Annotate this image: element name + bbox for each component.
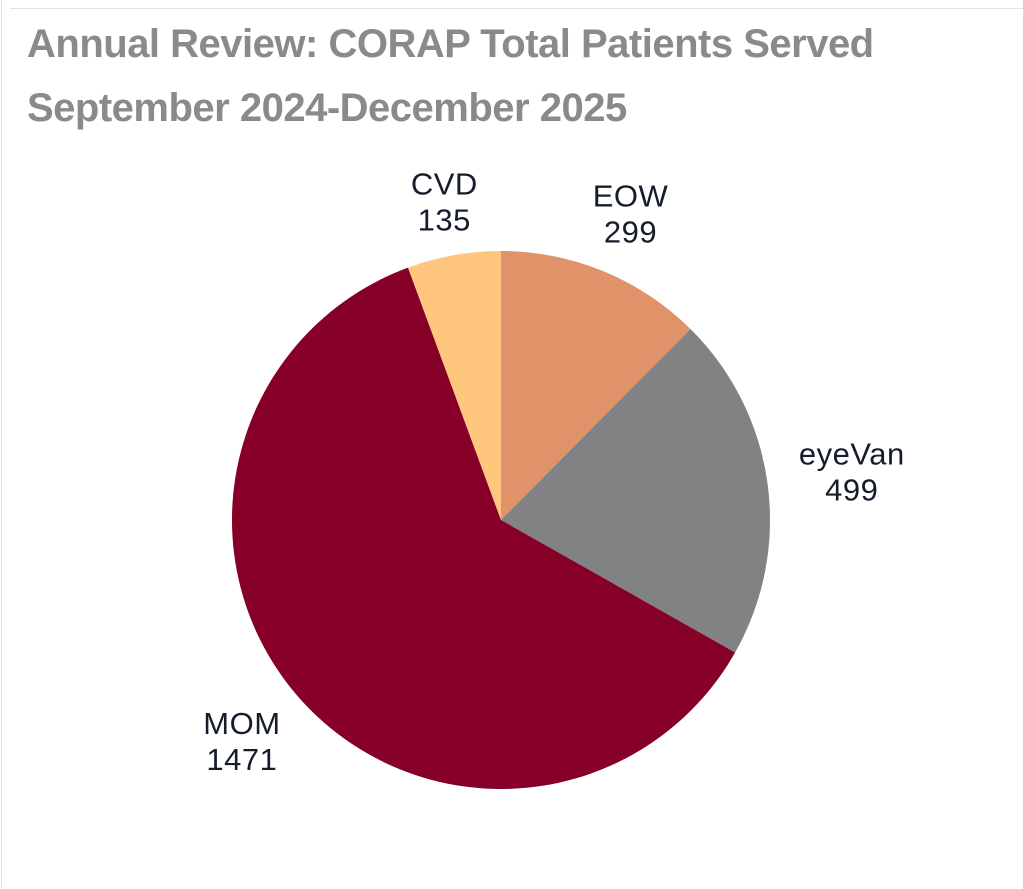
- pie-slice-CVD: [408, 251, 501, 520]
- pie-slice-MOM: [231, 267, 736, 790]
- canvas-edge-top: [10, 8, 1023, 9]
- pie-slice-EOW: [501, 251, 691, 520]
- pie-slice-eyeVan: [501, 329, 771, 653]
- slice-label-MOM: MOM 1471: [203, 706, 280, 777]
- canvas-edge-left: [1, 0, 2, 889]
- slice-label-EOW: EOW 299: [593, 179, 669, 250]
- slice-label-CVD: CVD 135: [411, 166, 478, 237]
- chart-title-line1: Annual Review: CORAP Total Patients Serv…: [27, 22, 874, 66]
- slice-label-eyeVan: eyeVan 499: [799, 437, 905, 508]
- chart-title-line2: September 2024-December 2025: [27, 86, 627, 130]
- chart-title: Annual Review: CORAP Total Patients Serv…: [27, 12, 874, 140]
